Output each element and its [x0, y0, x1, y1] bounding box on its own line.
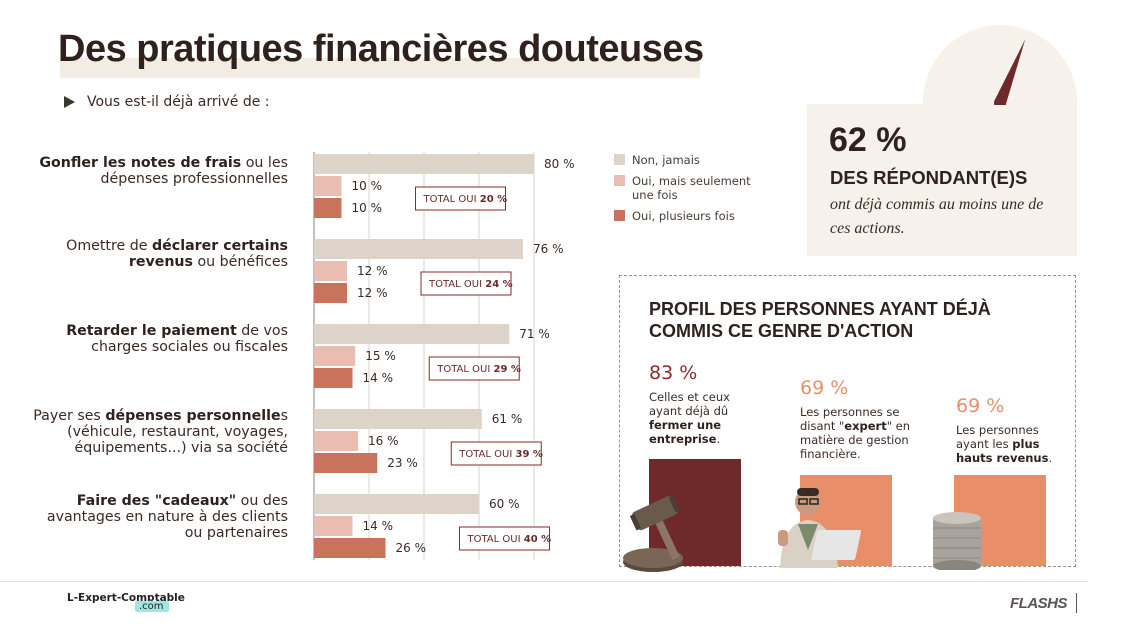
profile-text: Celles et ceux ayant déjà dû fermer une … — [649, 390, 730, 446]
total-oui-value: 39 % — [515, 449, 542, 460]
total-oui-label: TOTAL OUI 39 % — [458, 449, 543, 460]
data-label: 12 % — [357, 286, 388, 300]
profile-value: 69 % — [800, 377, 849, 399]
total-oui-label: TOTAL OUI 40 % — [467, 534, 552, 545]
intro-text: Vous est-il déjà arrivé de : — [87, 94, 270, 110]
question-label-2: Omettre de déclarer certains revenus ou … — [66, 238, 288, 270]
bar-4-3 — [314, 453, 378, 473]
bar-2-1 — [314, 239, 523, 259]
data-label: 71 % — [519, 327, 550, 341]
total-oui-value: 29 % — [493, 364, 520, 375]
title-highlight — [60, 58, 700, 78]
bar-4-1 — [314, 409, 482, 429]
bar-4-2 — [314, 431, 358, 451]
legend-label: Oui, plusieurs fois — [632, 209, 735, 223]
brand-logo: FLASHS — [1010, 595, 1068, 612]
total-oui-label: TOTAL OUI 20 % — [423, 194, 508, 205]
profile-value: 83 % — [649, 362, 698, 384]
question-label-1: Gonfler les notes de frais ou les dépens… — [39, 155, 288, 187]
question-label-3: Retarder le paiement de vos charges soci… — [66, 323, 288, 355]
gauge-needle — [994, 39, 1026, 105]
highlight-panel — [807, 104, 1077, 256]
data-label: 15 % — [365, 349, 396, 363]
data-label: 10 % — [352, 179, 383, 193]
profile-col-3: 69 % Les personnes ayant les plus hauts … — [956, 395, 1056, 465]
total-oui-box — [459, 526, 550, 551]
bar-chart: 80 % 10 % 10 % TOTAL OUI 20 % 76 % 12 % 12 % TO… — [313, 152, 575, 560]
legend-label: Non, jamais — [632, 153, 700, 167]
data-label: 61 % — [492, 412, 523, 426]
legend-swatch — [614, 154, 625, 165]
total-oui-box — [415, 186, 506, 211]
brand-divider — [1076, 593, 1077, 613]
data-label: 14 % — [363, 519, 394, 533]
bar-1-1 — [314, 154, 534, 174]
total-oui-value: 40 % — [524, 534, 551, 545]
profile-col-1: 83 % Celles et ceux ayant déjà dû fermer… — [649, 362, 749, 446]
data-label: 10 % — [352, 201, 383, 215]
bar-2-3 — [314, 283, 347, 303]
data-label: 14 % — [363, 371, 394, 385]
bar-1-2 — [314, 176, 342, 196]
profile-box — [619, 275, 1076, 567]
bar-3-3 — [314, 368, 353, 388]
intro-question: Vous est-il déjà arrivé de : — [64, 94, 270, 110]
bar-3-2 — [314, 346, 356, 366]
total-oui-label: TOTAL OUI 24 % — [428, 279, 513, 290]
bar-2-2 — [314, 261, 347, 281]
data-label: 60 % — [489, 497, 520, 511]
legend-swatch — [614, 175, 625, 186]
total-oui-value: 20 % — [480, 194, 507, 205]
data-label: 26 % — [396, 541, 427, 555]
profile-value: 69 % — [956, 395, 1005, 417]
highlight-value: 62 % — [829, 121, 907, 159]
total-oui-box — [450, 441, 542, 466]
profile-text: Les personnes se disant "expert" en mati… — [800, 405, 911, 461]
total-oui-value: 24 % — [485, 279, 512, 290]
logo-suffix: .com — [135, 601, 169, 612]
data-label: 16 % — [368, 434, 399, 448]
play-arrow-icon — [64, 96, 75, 108]
total-oui-box — [428, 356, 520, 381]
total-oui-box — [420, 271, 512, 296]
legend-label: Oui, mais seulement une fois — [632, 174, 751, 202]
coins-icon — [933, 512, 981, 570]
gauge-pivot — [994, 97, 1006, 105]
question-label-5: Faire des "cadeaux" ou des avantages en … — [46, 493, 288, 541]
gauge-needle-icon — [994, 39, 1026, 105]
bar-5-1 — [314, 494, 479, 514]
data-label: 23 % — [387, 456, 418, 470]
data-label: 12 % — [357, 264, 388, 278]
gavel-icon — [623, 495, 683, 572]
data-label: 76 % — [533, 242, 564, 256]
bar-5-2 — [314, 516, 353, 536]
question-label-4: Payer ses dépenses personnelles (véhicul… — [33, 408, 288, 456]
footer-divider — [0, 581, 1088, 582]
profile-col-2: 69 % Les personnes se disant "expert" en… — [800, 377, 920, 461]
page-title: Des pratiques financières douteuses — [58, 28, 704, 70]
person-laptop-icon — [778, 488, 861, 568]
total-oui-label: TOTAL OUI 29 % — [436, 364, 521, 375]
data-label: 80 % — [544, 157, 575, 171]
legend-swatch — [614, 210, 625, 221]
bar-5-3 — [314, 538, 386, 558]
highlight-text: ont déjà commis au moins une de ces acti… — [830, 196, 1044, 237]
profile-text: Les personnes ayant les plus hauts reven… — [956, 423, 1053, 465]
profile-title: PROFIL DES PERSONNES AYANT DÉJÀ COMMIS C… — [649, 299, 991, 341]
highlight-headline: DES RÉPONDANT(E)S — [830, 167, 1028, 188]
bar-3-1 — [314, 324, 510, 344]
bar-1-3 — [314, 198, 342, 218]
